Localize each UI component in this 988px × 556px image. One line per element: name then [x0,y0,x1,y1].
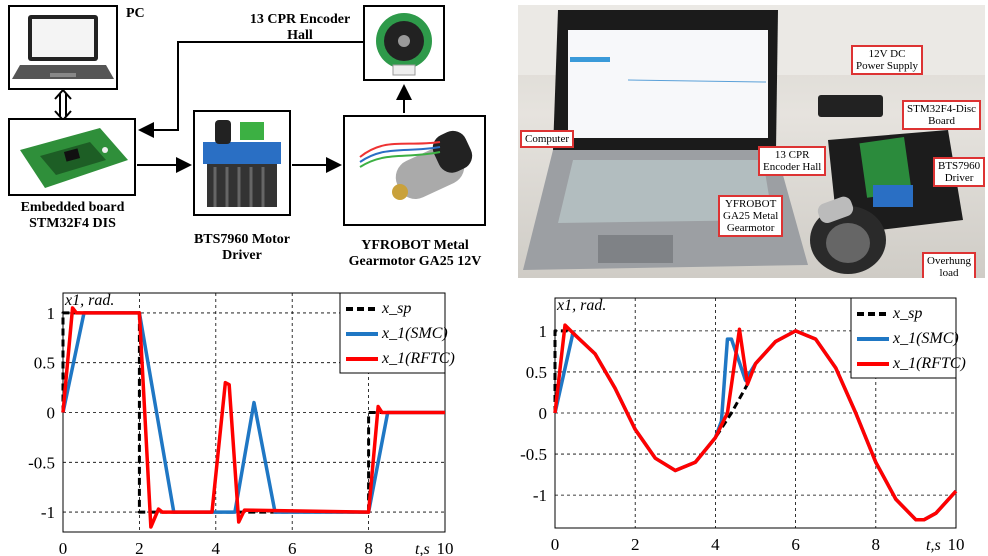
y-axis-label: x1, rad. [556,297,606,314]
power-label-line2: Power Supply [856,60,919,72]
gearmotor-icon [359,130,473,200]
x-tick-label: 8 [872,535,881,554]
x-tick-label: 4 [711,535,720,554]
legend-entry: x_1(SMC) [892,330,959,347]
gearmotor-label-line1: YFROBOT Metal [361,238,469,253]
x-tick-label: 2 [631,535,640,554]
x-tick-label: 10 [437,539,454,556]
motor-driver-label: BTS7960 Motor Driver [182,232,302,264]
laptop-icon [12,15,114,79]
x-tick-label: 0 [551,535,560,554]
y-tick-label: -0.5 [28,453,55,472]
legend-entry: x_sp [381,300,411,317]
y-tick-label: 0 [47,404,56,423]
pc-board-double-arrow [54,88,72,122]
x-tick-label: 8 [364,539,373,556]
embedded-board-label-line2: STM32F4 DIS [29,216,116,231]
legend-entry: x_1(SMC) [381,325,448,342]
x-tick-label: 0 [59,539,68,556]
bts7960-driver-icon [203,120,281,207]
photo-label-computer: Computer [520,130,574,148]
y-axis-label: x1, rad. [64,292,114,309]
chart-step-response: 0 2 4 6 8 10 -1 -0.5 0 0.5 1 x1, rad. t,s x_sp x_1(SMC… [28,292,455,556]
y-tick-label: 0 [539,404,548,423]
board-label-line2: Board [928,115,955,127]
power-label-line1: 12V DC [868,48,906,60]
y-tick-label: 0.5 [526,363,547,382]
motor-driver-label-line2: Driver [222,248,262,263]
series-rftc-line [553,323,958,522]
photo-label-overhung-load: Overhung load [922,252,976,278]
x-tick-label: 6 [288,539,297,556]
encoder-to-board-arrow [138,41,363,138]
y-tick-label: -1 [41,503,55,522]
photo-label-encoder: 13 CPR Encoder Hall [758,146,827,176]
load-label-line2: load [939,267,959,278]
encoder-label-line2: Hall [287,28,313,43]
x-tick-label: 10 [948,535,965,554]
stm32-board-icon [20,128,128,188]
motor-photo-label-line3: Gearmotor [726,222,775,234]
experimental-setup-photo: 12V DC Power Supply STM32F4-Disc Board Com… [518,5,985,278]
photo-label-gearmotor: YFROBOT GA25 Metal Gearmotor [718,195,784,237]
encoder-label: 13 CPR Encoder Hall [240,12,360,44]
gearmotor-box [343,115,486,226]
x-axis-label: t,s [926,537,941,554]
photo-label-driver: BTS7960 Driver [933,157,985,187]
x-tick-label: 2 [135,539,144,556]
pc-box [8,5,118,90]
legend-entry: x_1(RFTC) [892,355,966,372]
pc-label: PC [126,6,145,21]
photo-label-stm32-board: STM32F4-Disc Board [902,100,982,130]
chart-sine-response: 0 2 4 6 8 10 -1 -0.5 0 0.5 1 x1, rad. t,s x_sp x_1(SMC… [520,297,966,554]
y-tick-label: 1 [539,322,548,341]
x-tick-label: 4 [212,539,221,556]
y-tick-label: 1 [47,304,56,323]
encoder-photo-label-line2: Encoder Hall [763,161,822,173]
series-rftc-line [61,306,445,529]
embedded-board-box [8,118,136,196]
x-axis-label: t,s [415,541,430,556]
legend-entry: x_sp [892,305,922,322]
motor-photo-label-line1: YFROBOT [724,198,777,210]
y-tick-label: -0.5 [520,445,547,464]
encoder-box [363,5,445,81]
embedded-board-label: Embedded board STM32F4 DIS [0,200,145,232]
y-tick-label: -1 [533,486,547,505]
load-label-line1: Overhung [927,255,971,267]
motor-photo-label-line2: GA25 Metal [723,210,779,222]
driver-photo-label-line2: Driver [944,172,974,184]
encoder-icon [376,13,432,76]
motor-driver-box [193,110,291,216]
driver-photo-label-line1: BTS7960 [938,160,981,172]
series-setpoint-line [61,311,445,514]
photo-label-power-supply: 12V DC Power Supply [851,45,924,75]
diagram-connectors [54,41,412,173]
embedded-board-label-line1: Embedded board [20,200,125,215]
x-tick-label: 6 [791,535,800,554]
y-tick-label: 0.5 [34,354,55,373]
gearmotor-label: YFROBOT Metal Gearmotor GA25 12V [325,238,505,270]
board-label-line1: STM32F4-Disc [907,103,977,115]
motor-driver-label-line1: BTS7960 Motor [193,232,291,247]
gearmotor-label-line2: Gearmotor GA25 12V [348,254,482,269]
legend-entry: x_1(RFTC) [381,350,455,367]
encoder-photo-label-line1: 13 CPR [774,149,810,161]
encoder-label-line1: 13 CPR Encoder [249,12,351,27]
